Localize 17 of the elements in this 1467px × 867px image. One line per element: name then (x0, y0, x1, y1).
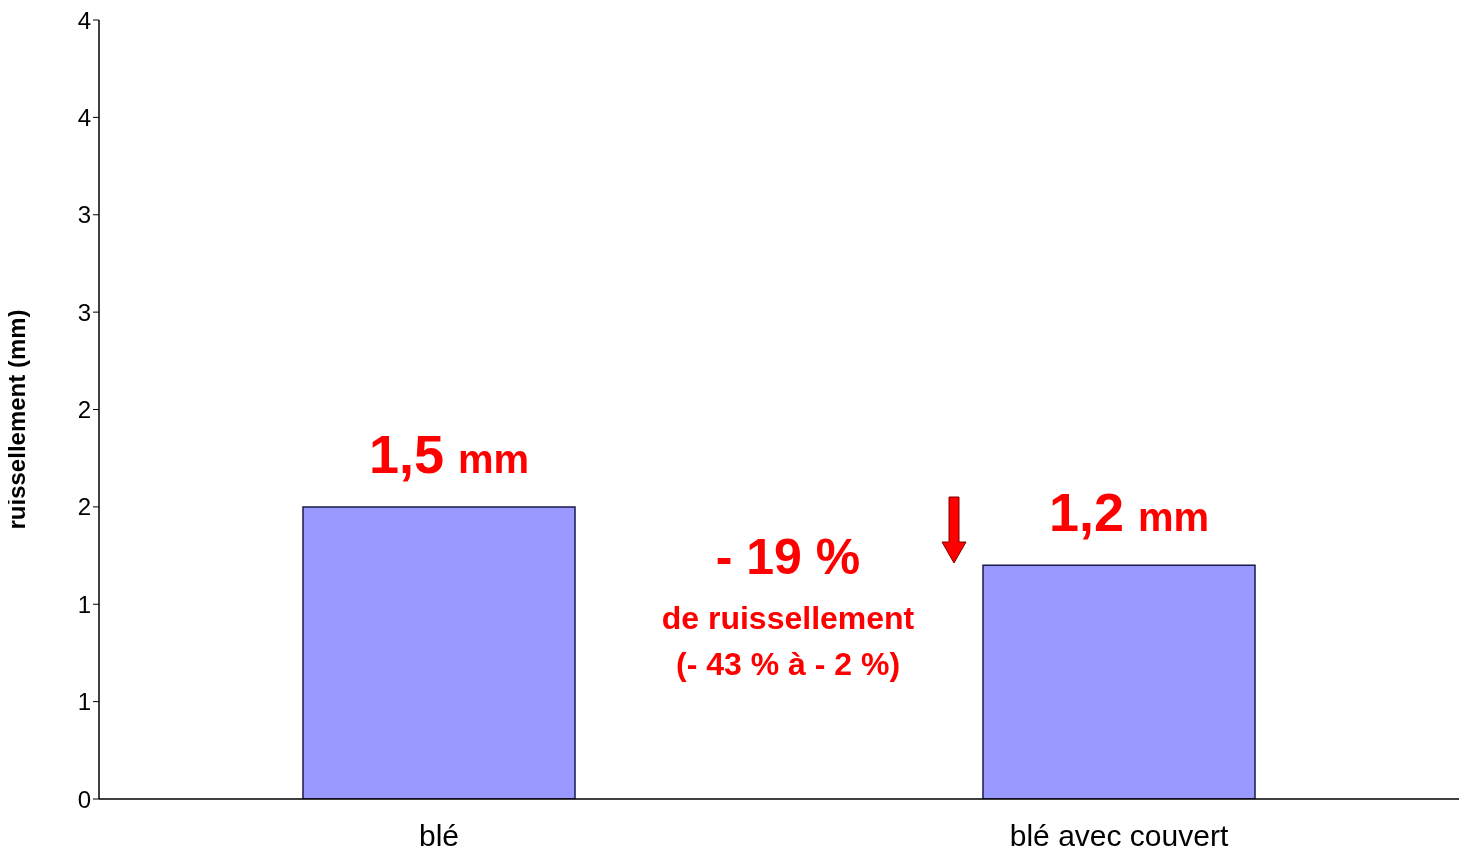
y-tick-label: 3 (77, 298, 91, 326)
data-label: 1,2 mm (1048, 482, 1210, 543)
y-tick-label: 0 (77, 785, 91, 813)
y-tick-label: 1 (77, 688, 91, 716)
data-label: 1,5 mm (368, 423, 530, 484)
y-tick-label: 3 (77, 201, 91, 229)
annotation: - 19 % (714, 528, 862, 586)
y-tick-label: 4 (77, 103, 91, 131)
annotation: de ruissellement (660, 600, 916, 637)
y-tick-label: 2 (77, 396, 91, 424)
x-tick-label: blé avec couvert (1009, 819, 1229, 853)
y-tick-label: 2 (77, 493, 91, 521)
x-tick-label: blé (418, 819, 460, 853)
y-tick-label: 4 (77, 6, 91, 34)
annotation: (- 43 % à - 2 %) (674, 646, 902, 683)
y-tick-label: 1 (77, 590, 91, 618)
y-axis-title: ruissellement (mm) (2, 309, 30, 530)
